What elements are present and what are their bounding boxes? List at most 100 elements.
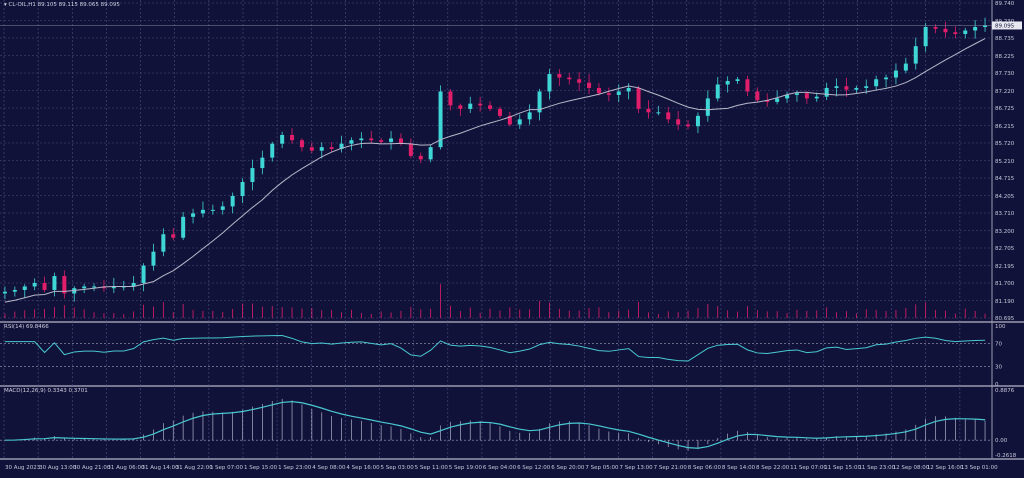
- candle-body: [52, 276, 57, 290]
- time-tick: 8 Sep 06:00: [688, 465, 722, 471]
- time-tick: 11 Sep 15:00: [824, 465, 861, 471]
- candle-body: [943, 28, 948, 33]
- candle-body: [913, 46, 918, 64]
- price-tick: 83.200: [995, 229, 1015, 235]
- time-tick: 5 Sep 11:00: [415, 465, 449, 471]
- moving-average-line: [4, 38, 986, 303]
- time-tick: 1 Sep 07:00: [210, 465, 244, 471]
- candle-body: [369, 138, 374, 141]
- candle-body: [794, 93, 799, 95]
- macd-title: MACD(12,26,9) 0.3343 0.3701: [4, 388, 88, 394]
- candle-body: [804, 93, 809, 99]
- candle-body: [775, 98, 780, 102]
- candle-body: [834, 86, 839, 88]
- candle-body: [537, 91, 542, 113]
- candle-body: [299, 140, 304, 148]
- candle-body: [161, 234, 166, 252]
- time-tick: 30 Aug 2023: [5, 465, 41, 471]
- time-tick: 4 Sep 08:00: [312, 465, 346, 471]
- candle-body: [398, 138, 403, 144]
- price-tick: 88.225: [995, 54, 1015, 60]
- candle-body: [844, 86, 849, 90]
- candle-body: [230, 195, 235, 207]
- candle-body: [577, 79, 582, 83]
- rsi-line: [4, 334, 986, 362]
- candle-body: [191, 213, 196, 217]
- price-tick: 86.725: [995, 106, 1015, 112]
- time-tick: 8 Sep 14:00: [722, 465, 756, 471]
- candle-body: [389, 138, 394, 142]
- candle-body: [280, 134, 285, 144]
- candle-body: [438, 91, 443, 148]
- candle-body: [874, 79, 879, 87]
- time-tick: 30 Aug 13:00: [39, 465, 77, 471]
- macd-tick: 0.8876: [995, 388, 1015, 394]
- time-tick: 7 Sep 13:00: [619, 465, 653, 471]
- symbol-label: CL-OIL,H1: [8, 2, 36, 8]
- price-tick: 83.710: [995, 211, 1015, 217]
- candle-body: [973, 27, 978, 31]
- candle-body: [547, 74, 552, 92]
- time-tick: 6 Sep 04:00: [483, 465, 517, 471]
- candle-body: [983, 25, 988, 28]
- rsi-tick: 70: [995, 341, 1002, 347]
- price-tick: 86.215: [995, 124, 1015, 130]
- candle-body: [458, 105, 463, 109]
- candle-body: [884, 77, 889, 80]
- symbol-header: ▾ CL-OIL,H1 89.105 89.115 89.065 89.095: [4, 2, 120, 8]
- candle-body: [686, 124, 691, 127]
- candle-body: [240, 182, 245, 196]
- candle-body: [210, 209, 215, 211]
- time-tick: 30 Aug 21:00: [73, 465, 111, 471]
- candle-body: [735, 79, 740, 82]
- time-tick: 5 Sep 03:00: [381, 465, 415, 471]
- price-tick: 82.195: [995, 264, 1015, 270]
- time-tick: 31 Aug 06:00: [107, 465, 145, 471]
- candle-body: [596, 87, 601, 94]
- candle-body: [646, 108, 651, 113]
- rsi-tick: 100: [995, 324, 1006, 330]
- price-tick: 85.210: [995, 159, 1015, 165]
- candle-body: [636, 87, 641, 109]
- candle-body: [448, 91, 453, 106]
- candle-body: [32, 283, 37, 287]
- candle-body: [953, 32, 958, 34]
- candle-body: [814, 96, 819, 99]
- candle-body: [309, 147, 314, 151]
- candle-body: [92, 286, 97, 288]
- candle-body: [864, 86, 869, 88]
- candle-body: [695, 115, 700, 127]
- candle-body: [745, 79, 750, 92]
- price-tick: 84.205: [995, 194, 1015, 200]
- candle-body: [62, 276, 67, 294]
- candle-body: [22, 286, 27, 290]
- candle-body: [725, 81, 730, 85]
- price-tick: 84.715: [995, 176, 1015, 182]
- candle-body: [785, 94, 790, 99]
- time-tick: 13 Sep 01:00: [961, 465, 998, 471]
- ohlc-values: 89.105 89.115 89.065 89.095: [37, 2, 120, 8]
- candle-body: [527, 112, 532, 120]
- price-tick: 81.190: [995, 299, 1015, 305]
- candle-body: [715, 84, 720, 99]
- candle-body: [111, 286, 116, 289]
- candle-body: [200, 209, 205, 214]
- rsi-title: RSI(14) 69.8466: [4, 324, 49, 330]
- candle-body: [933, 27, 938, 29]
- candle-body: [923, 27, 928, 47]
- candle-body: [250, 168, 255, 183]
- current-price-label: 89.095: [995, 23, 1015, 29]
- candle-body: [854, 87, 859, 90]
- candle-body: [141, 265, 146, 283]
- candle-body: [82, 286, 87, 289]
- candle-body: [349, 140, 354, 144]
- candle-body: [567, 77, 572, 80]
- candle-body: [507, 115, 512, 125]
- candle-body: [468, 103, 473, 109]
- candle-body: [339, 143, 344, 149]
- candle-body: [418, 155, 423, 160]
- collapse-triangle-icon[interactable]: ▾: [4, 2, 9, 8]
- price-tick: 89.740: [995, 1, 1015, 7]
